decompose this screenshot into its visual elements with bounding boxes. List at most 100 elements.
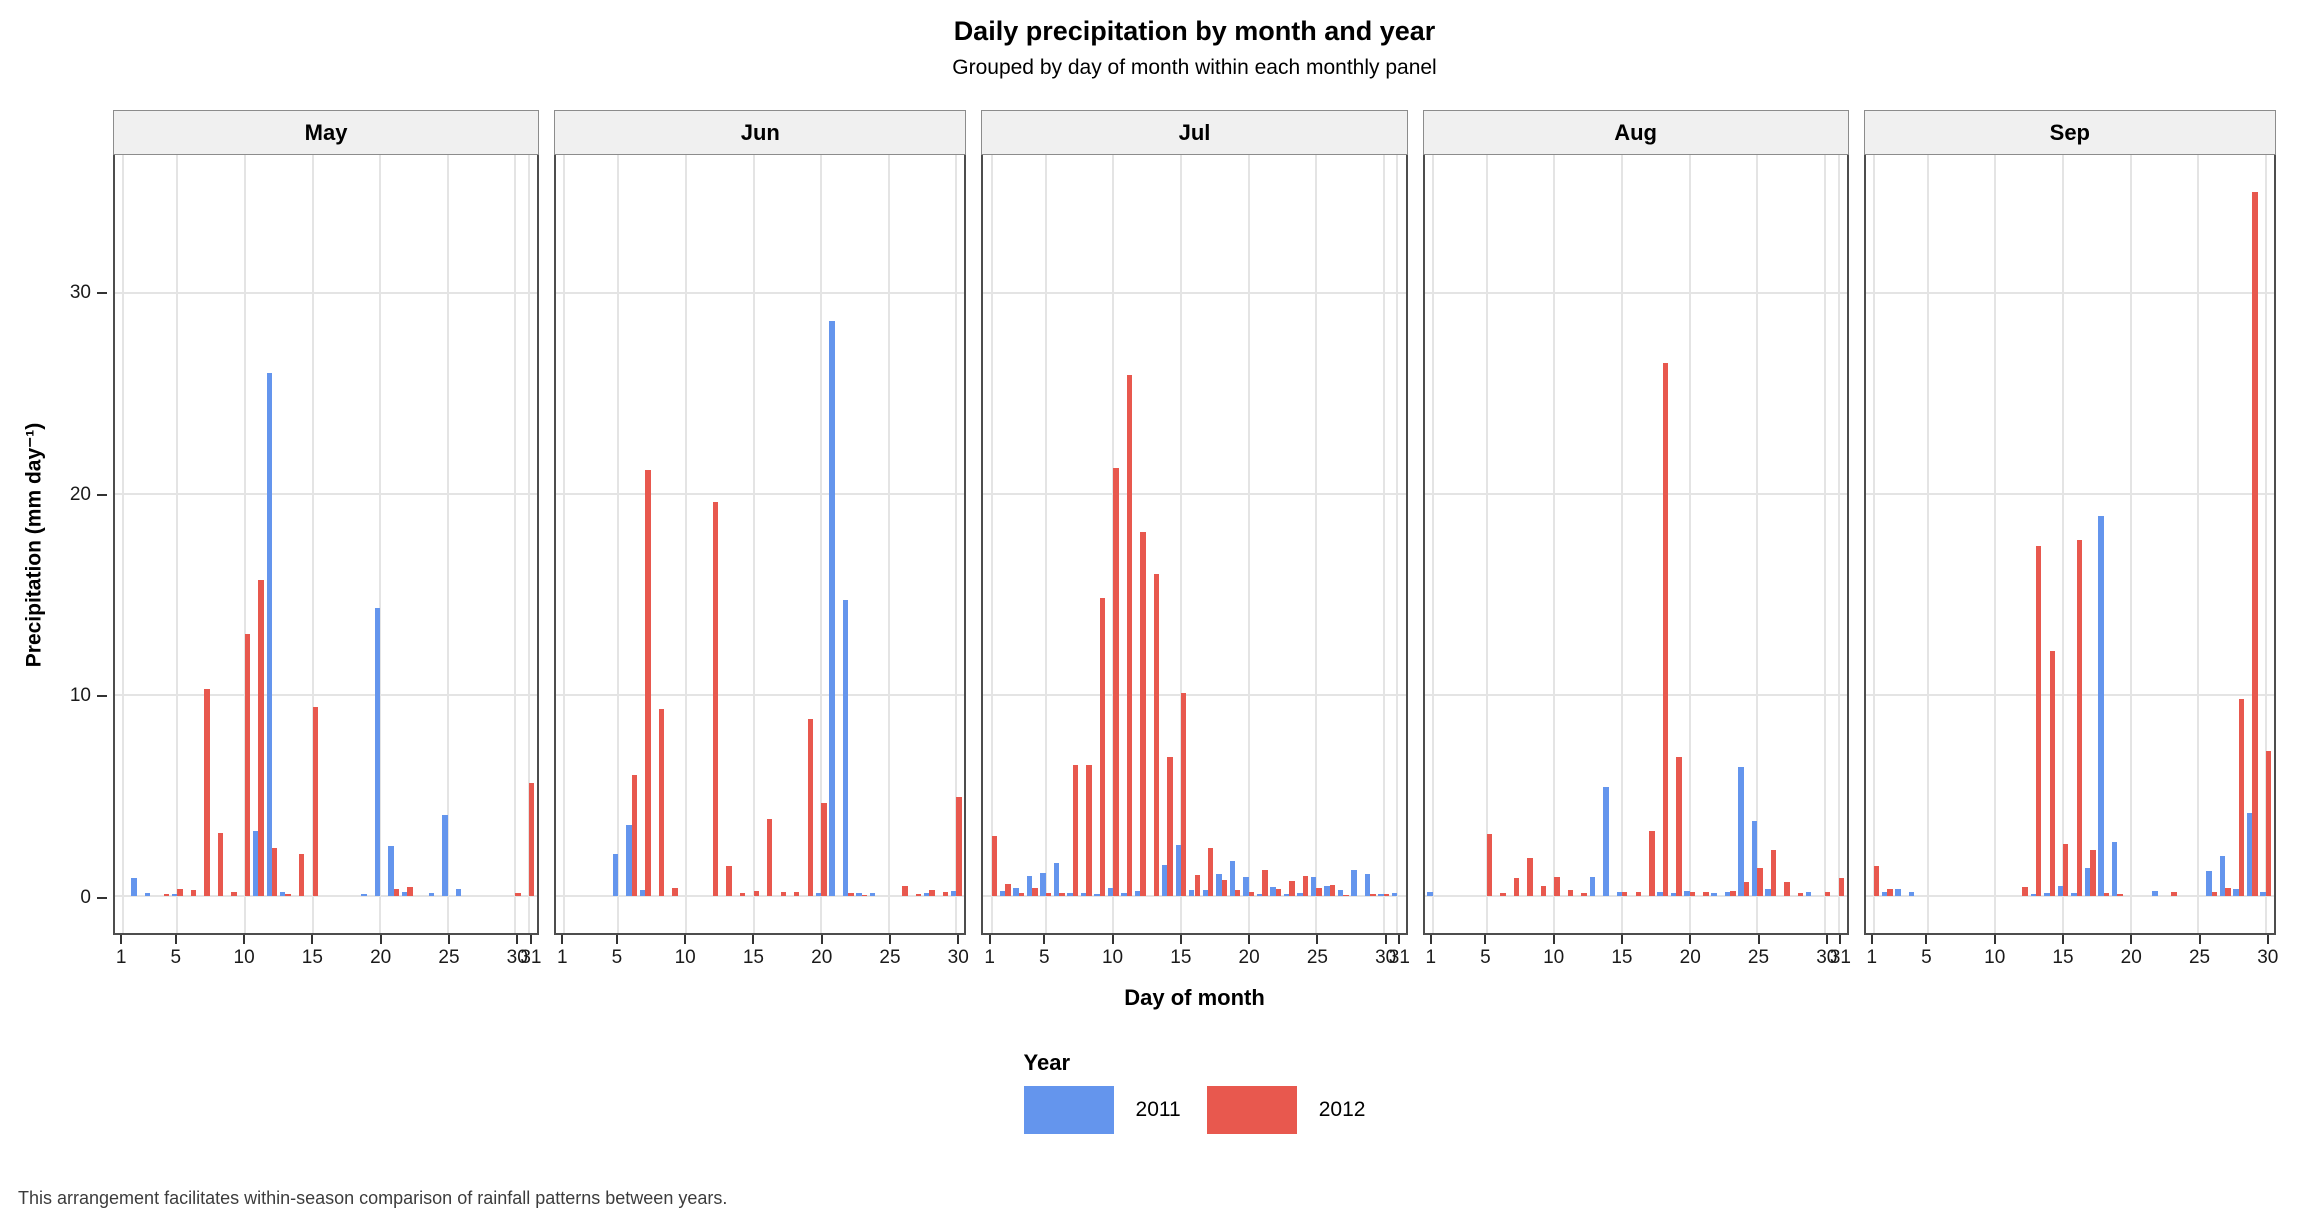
bar-2011-day-18: [2098, 515, 2104, 896]
legend-entries: 2011 2012: [1023, 1086, 1365, 1134]
bar-2012-day-14: [2049, 650, 2055, 896]
bar-2012-day-29: [1370, 894, 1376, 896]
bar-2011-day-19: [361, 894, 367, 896]
bar-2012-day-23: [1730, 890, 1736, 896]
bar-2012-day-22: [1275, 889, 1282, 896]
bar-2012-day-26: [1329, 884, 1336, 896]
y-tick-label: 20: [69, 483, 91, 505]
x-tick-mark: [957, 935, 960, 944]
bar-2012-day-16: [2076, 539, 2082, 896]
bar-2011-day-21: [829, 320, 835, 896]
bar-2011-day-3: [1895, 888, 1901, 896]
bar-2012-day-4: [1032, 887, 1038, 896]
bar-2012-day-8: [217, 832, 224, 896]
bar-2012-day-27: [1343, 894, 1349, 896]
legend-box: Year 2011 2012: [1023, 1050, 1365, 1134]
bar-2012-day-31: [1838, 877, 1844, 896]
bar-2011-day-24: [869, 893, 876, 896]
x-tick-mark: [1620, 935, 1623, 944]
x-tick-label: 5: [1480, 947, 1491, 968]
bar-2012-day-7: [1513, 877, 1520, 896]
bar-2012-day-7: [645, 469, 651, 896]
x-tick-label: 10: [1101, 947, 1124, 968]
panel-strip: Jul: [981, 110, 1408, 155]
bar-2012-day-17: [1208, 847, 1214, 896]
bar-2012-day-15: [753, 890, 759, 896]
bar-2011-day-20: [374, 608, 381, 896]
bar-2012-day-26: [1770, 849, 1777, 896]
bar-2011-day-20: [815, 893, 822, 896]
v-gridline: [1621, 155, 1624, 933]
bar-2012-day-14: [739, 893, 746, 896]
v-gridline: [1756, 155, 1759, 933]
bar-2011-day-22: [1711, 893, 1717, 896]
bar-2012-day-25: [1757, 867, 1763, 896]
bar-2012-day-5: [1486, 833, 1493, 896]
bar-2012-day-13: [1153, 574, 1160, 896]
bar-2012-day-12: [271, 847, 278, 896]
bar-2011-day-18: [1216, 873, 1222, 896]
x-tick-mark: [561, 935, 564, 944]
bar-2011-day-12: [1134, 890, 1141, 896]
y-tick-label: 10: [69, 685, 91, 707]
h-gridline: [983, 894, 1406, 897]
bar-2012-day-30: [515, 893, 521, 896]
bar-2011-day-19: [2111, 841, 2118, 896]
x-tick-label: 30: [2257, 947, 2279, 968]
h-gridline: [983, 291, 1406, 294]
bar-2012-day-9: [1540, 885, 1547, 896]
bar-2012-day-15: [2063, 843, 2069, 896]
x-tick-mark: [1839, 935, 1842, 944]
bar-2012-day-14: [298, 853, 305, 896]
bar-2011-day-21: [388, 845, 394, 896]
x-tick-label: 20: [1679, 947, 1701, 968]
h-gridline: [115, 291, 538, 294]
v-gridline: [2264, 155, 2267, 933]
v-gridline: [887, 155, 890, 933]
panel-strip: May: [113, 110, 540, 155]
caption: This arrangement facilitates within-seas…: [18, 1188, 728, 1208]
h-gridline: [1865, 492, 2274, 495]
v-gridline: [243, 155, 246, 933]
x-tick-mark: [888, 935, 891, 944]
bar-2012-day-28: [2238, 698, 2245, 896]
bar-2012-day-27: [1784, 881, 1790, 896]
panel-strip-label: Aug: [1614, 119, 1657, 145]
bar-2012-day-11: [258, 580, 264, 896]
bar-2012-day-20: [1248, 892, 1255, 896]
bar-2011-day-15: [1616, 892, 1623, 896]
x-tick-mark: [516, 935, 519, 944]
bar-2012-day-9: [672, 887, 678, 896]
bar-2012-day-15: [1180, 692, 1187, 896]
bar-2011-day-20: [1684, 890, 1690, 896]
bar-2012-day-15: [312, 706, 318, 896]
bar-2012-day-8: [1527, 857, 1533, 896]
bar-2012-day-10: [1113, 467, 1119, 896]
v-gridline: [617, 155, 620, 933]
bar-2012-day-11: [1126, 375, 1133, 896]
x-tick-mark: [311, 935, 314, 944]
bar-2012-day-20: [821, 803, 827, 896]
x-tick-mark: [684, 935, 687, 944]
bar-2012-day-15: [1622, 891, 1628, 896]
v-gridline: [1315, 155, 1318, 933]
x-tick-mark: [1043, 935, 1046, 944]
legend-label-2011: 2011: [1135, 1098, 1181, 1121]
bar-2012-day-21: [393, 889, 400, 896]
bar-2011-day-8: [1080, 893, 1087, 896]
y-tick-label: 0: [80, 886, 91, 908]
x-tick-label: 31: [1388, 947, 1410, 968]
x-axis-ticks: 1 5 10 15 20 25 30: [1864, 935, 2279, 975]
bar-2012-day-18: [1221, 879, 1227, 896]
bar-2011-day-23: [1724, 892, 1731, 896]
bar-2012-day-19: [1235, 889, 1241, 896]
bar-2011-day-13: [2030, 894, 2036, 896]
x-tick-mark: [1179, 935, 1182, 944]
panel-strip-label: Jun: [740, 119, 780, 145]
x-tick-mark: [243, 935, 246, 944]
x-tick-mark: [1757, 935, 1760, 944]
panel-plot-area: [981, 155, 1408, 935]
x-axis-ticks: 1 5 10 15 20 25 30 31: [113, 935, 541, 975]
bar-2011-day-14: [2044, 893, 2050, 896]
v-gridline: [1926, 155, 1929, 933]
